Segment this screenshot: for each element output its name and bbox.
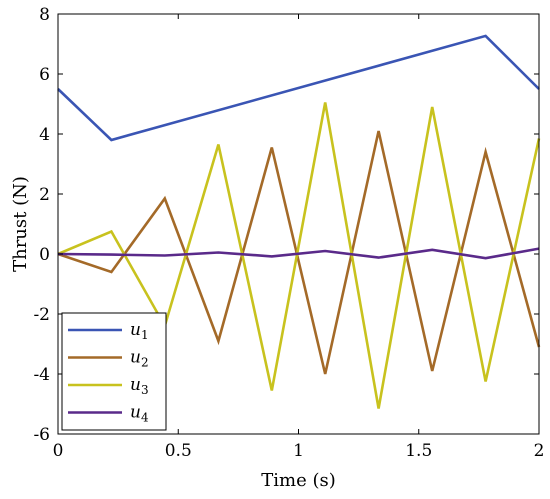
y-tick-label: 0	[39, 245, 50, 265]
legend-label-u4: u4	[130, 403, 149, 425]
series-line-u2	[57, 130, 541, 375]
x-tick-label: 2	[534, 441, 545, 461]
y-tick-label: -6	[33, 425, 50, 445]
x-tick-label: 1.5	[405, 441, 432, 461]
x-axis-title: Time (s)	[261, 470, 336, 491]
y-axis-title: Thrust (N)	[10, 176, 31, 272]
series-line-u1	[57, 34, 540, 142]
y-tick-label: 8	[39, 5, 50, 25]
axes-layer: 0 0.5 1 1.5 2 -6 -4 -2 0 2 4 6 8	[33, 5, 544, 461]
y-tick-label: 2	[39, 185, 50, 205]
y-tick-label: -2	[33, 305, 50, 325]
series-line-u3	[57, 102, 541, 409]
x-tick-label: 0.5	[165, 441, 192, 461]
legend-box	[61, 312, 167, 431]
legend-label-u3: u3	[130, 375, 149, 397]
x-tick-label: 0	[53, 441, 64, 461]
x-tick-label: 1	[293, 441, 304, 461]
y-tick-label: 4	[39, 125, 50, 145]
series-layer	[57, 34, 541, 409]
legend-label-u2: u2	[130, 348, 149, 370]
legend: u1 u2 u3 u4	[61, 312, 167, 431]
series-line-u4	[57, 247, 540, 260]
y-tick-label: -4	[33, 365, 50, 385]
legend-label-u1: u1	[130, 320, 149, 342]
y-tick-label: 6	[39, 65, 50, 85]
